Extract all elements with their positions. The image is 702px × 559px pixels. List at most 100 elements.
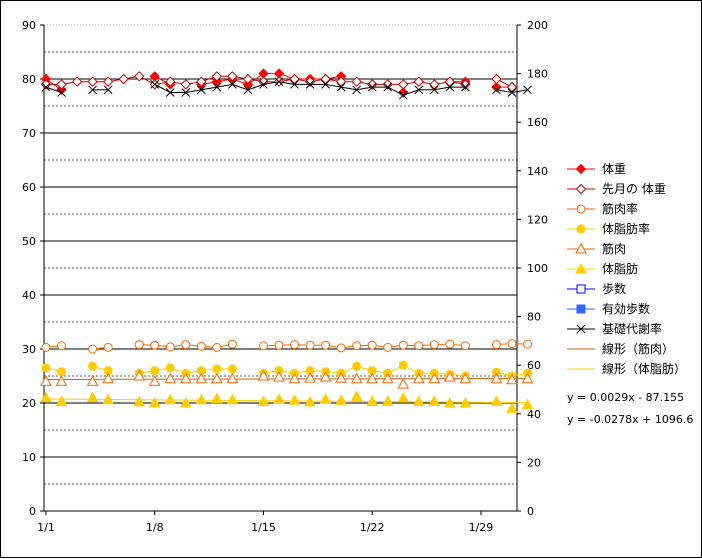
point-muscle-rate <box>227 339 237 349</box>
y-left-tick-label: 60 <box>22 181 36 194</box>
point-muscle <box>195 372 208 384</box>
point-basal-metabolic-rate <box>445 82 455 92</box>
point-muscle <box>133 369 146 381</box>
legend-swatch-marker <box>575 262 587 274</box>
legend-item-body-fat: 体脂肪 <box>567 261 638 276</box>
point-muscle-rate <box>150 340 160 350</box>
point-body-fat <box>412 395 425 406</box>
point-last-month-weight <box>227 71 238 82</box>
point-muscle-rate <box>336 343 346 353</box>
legend-label: 先月の 体重 <box>602 182 666 196</box>
point-body-fat-rate <box>212 364 222 374</box>
point-last-month-weight <box>289 73 300 85</box>
point-muscle-rate <box>290 340 300 350</box>
legend-swatch-marker <box>576 304 586 314</box>
point-basal-metabolic-rate <box>305 80 315 89</box>
point-muscle-rate <box>41 342 51 352</box>
point-basal-metabolic-rate <box>383 82 393 92</box>
legend-label: 筋肉率 <box>602 201 638 216</box>
trendline-equation: y = 0.0029x - 87.155 <box>567 391 684 404</box>
point-last-month-weight <box>87 76 98 87</box>
y-left-tick-label: 80 <box>22 73 36 86</box>
point-basal-metabolic-rate <box>321 80 330 89</box>
legend-swatch-marker <box>576 204 586 214</box>
point-basal-metabolic-rate <box>352 85 362 95</box>
series-line-last-month-weight <box>46 75 466 85</box>
point-muscle <box>40 375 52 386</box>
x-tick-label: 1/1 <box>37 521 55 534</box>
point-body-fat <box>86 391 99 403</box>
point-body-fat <box>102 393 114 405</box>
point-body-fat <box>366 395 379 406</box>
point-muscle <box>366 372 379 384</box>
point-muscle <box>211 372 223 384</box>
point-last-month-weight <box>211 71 223 82</box>
point-muscle-rate <box>460 341 470 351</box>
y-right-tick-label: 120 <box>527 213 548 226</box>
point-last-month-weight <box>118 73 129 85</box>
point-body-fat <box>490 395 503 406</box>
point-basal-metabolic-rate <box>228 80 237 89</box>
point-basal-metabolic-rate <box>150 80 160 89</box>
point-muscle-rate <box>445 339 455 349</box>
point-muscle <box>257 369 270 381</box>
point-body-fat-rate <box>88 361 98 371</box>
point-muscle <box>506 373 518 385</box>
y-right-tick-label: 40 <box>527 408 541 421</box>
point-muscle-rate <box>165 342 175 352</box>
point-body-fat-rate <box>227 364 237 374</box>
legend-item-last-month-weight: 先月の 体重 <box>567 182 666 196</box>
point-weight <box>242 79 254 90</box>
point-body-fat-rate <box>150 366 160 376</box>
point-last-month-weight <box>56 79 67 90</box>
point-muscle-rate <box>57 341 67 351</box>
trendline-equation: y = -0.0278x + 1096.6 <box>567 413 693 426</box>
point-muscle <box>444 371 456 382</box>
y-left-tick-label: 20 <box>22 397 36 410</box>
point-body-fat <box>273 393 285 404</box>
point-basal-metabolic-rate <box>523 85 532 95</box>
point-last-month-weight <box>351 76 362 87</box>
point-muscle-rate <box>429 340 439 350</box>
point-muscle <box>55 375 68 386</box>
point-muscle <box>428 372 441 384</box>
legend-item-effective-steps: 有効歩数 <box>567 301 650 316</box>
y-left-tick-label: 40 <box>22 289 36 302</box>
x-tick-label: 1/15 <box>251 521 276 534</box>
legend-label: 有効歩数 <box>602 301 650 316</box>
point-basal-metabolic-rate <box>259 80 268 89</box>
point-basal-metabolic-rate <box>290 80 299 89</box>
y-right-tick-label: 80 <box>527 311 541 324</box>
legend-item-trend: 線形（体脂肪） <box>567 361 686 376</box>
y-left-tick-label: 10 <box>22 451 36 464</box>
point-muscle <box>335 372 347 383</box>
point-last-month-weight <box>71 76 83 87</box>
legend-label: 体脂肪 <box>602 261 638 276</box>
point-body-fat <box>148 396 161 408</box>
point-body-fat <box>133 395 146 407</box>
legend-label: 線形（体脂肪） <box>602 361 686 376</box>
legend-label: 基礎代謝率 <box>602 321 662 336</box>
y-right-tick-label: 0 <box>527 505 534 518</box>
point-body-fat <box>381 395 394 406</box>
point-muscle <box>397 378 410 389</box>
x-tick-label: 1/22 <box>360 521 385 534</box>
legend-swatch-marker <box>576 284 586 294</box>
point-last-month-weight <box>444 76 456 87</box>
point-body-fat <box>506 402 518 413</box>
point-body-fat <box>335 394 347 405</box>
point-weight <box>211 76 223 87</box>
point-body-fat-rate <box>352 361 362 371</box>
y-left-tick-label: 70 <box>22 127 36 140</box>
point-basal-metabolic-rate <box>181 88 191 97</box>
point-body-fat <box>211 392 223 404</box>
point-body-fat-rate <box>41 363 51 373</box>
y-left-tick-label: 50 <box>22 235 36 248</box>
point-body-fat <box>55 395 68 406</box>
point-muscle-rate <box>352 341 362 351</box>
y-right-tick-label: 180 <box>527 68 548 81</box>
point-muscle <box>381 372 394 384</box>
point-basal-metabolic-rate <box>243 85 253 95</box>
point-muscle <box>490 372 503 384</box>
